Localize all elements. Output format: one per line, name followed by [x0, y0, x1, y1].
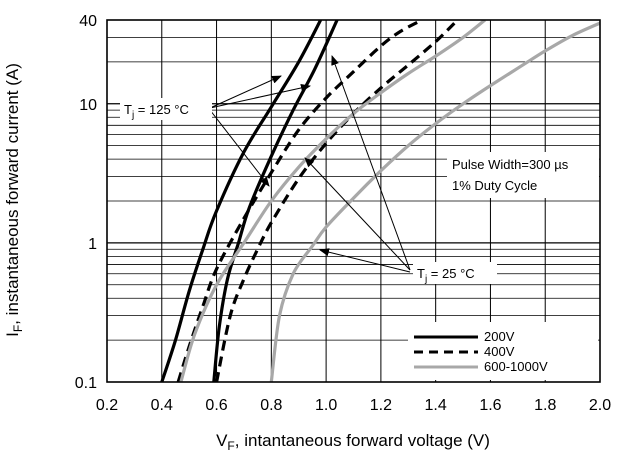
pulse-width-note: Pulse Width=300 µs [452, 157, 569, 172]
tj-cold-label: Tj = 25 °C [417, 266, 475, 285]
x-axis-title: VF, intantaneous forward voltage (V) [216, 431, 490, 453]
y-axis-title: IF, instantaneous forward current (A) [3, 63, 25, 337]
legend-label-600-1000v: 600-1000V [484, 359, 548, 374]
curve-600-1000v-tj25 [269, 21, 600, 382]
x-tick-label: 0.6 [205, 397, 227, 414]
x-tick-label: 1.2 [370, 397, 392, 414]
arrow-tj-cold-2 [304, 157, 411, 271]
curve-600-1000v-tj125 [179, 20, 486, 382]
plot-frame [106, 19, 601, 383]
tj-cold-label-bg [413, 262, 497, 284]
arrow-tj-hot-2 [209, 84, 311, 109]
duty-cycle-note: 1% Duty Cycle [452, 178, 537, 193]
legend-label-200v: 200V [484, 329, 515, 344]
x-tick-label: 2.0 [589, 397, 611, 414]
x-tick-label: 1.4 [425, 397, 447, 414]
x-tick-label: 0.4 [151, 397, 173, 414]
arrow-tj-cold-3 [319, 248, 411, 273]
y-tick-label: 10 [79, 97, 97, 114]
y-tick-label: 40 [79, 13, 97, 30]
legend-label-400v: 400V [484, 344, 515, 359]
x-tick-labels: 0.2 0.4 0.6 0.8 1.0 1.2 1.4 1.6 1.8 2.0 [96, 397, 611, 414]
arrow-tj-cold-1 [331, 55, 411, 271]
arrow-tj-hot-3 [209, 109, 270, 187]
legend-background [408, 322, 598, 380]
y-tick-labels: 0.1 1 10 40 [75, 13, 97, 392]
curve-200v-tj125 [160, 20, 323, 382]
x-tick-label: 1.6 [479, 397, 501, 414]
tj-hot-label-bg [120, 98, 212, 120]
arrow-tj-hot-1 [209, 75, 282, 109]
x-tick-label: 1.8 [534, 397, 556, 414]
grid [107, 20, 600, 382]
tj-hot-label: Tj = 125 °C [124, 102, 189, 121]
x-tick-label: 0.8 [260, 397, 282, 414]
x-tick-label: 1.0 [315, 397, 337, 414]
y-tick-label: 0.1 [75, 375, 97, 392]
y-tick-label: 1 [88, 236, 97, 253]
curve-200v-tj25 [212, 20, 339, 382]
pulse-note-bg [447, 152, 599, 198]
curve-400v-tj125 [176, 20, 423, 382]
x-tick-label: 0.2 [96, 397, 118, 414]
annotation-arrows [209, 55, 411, 273]
legend: 200V 400V 600-1000V [408, 322, 598, 380]
